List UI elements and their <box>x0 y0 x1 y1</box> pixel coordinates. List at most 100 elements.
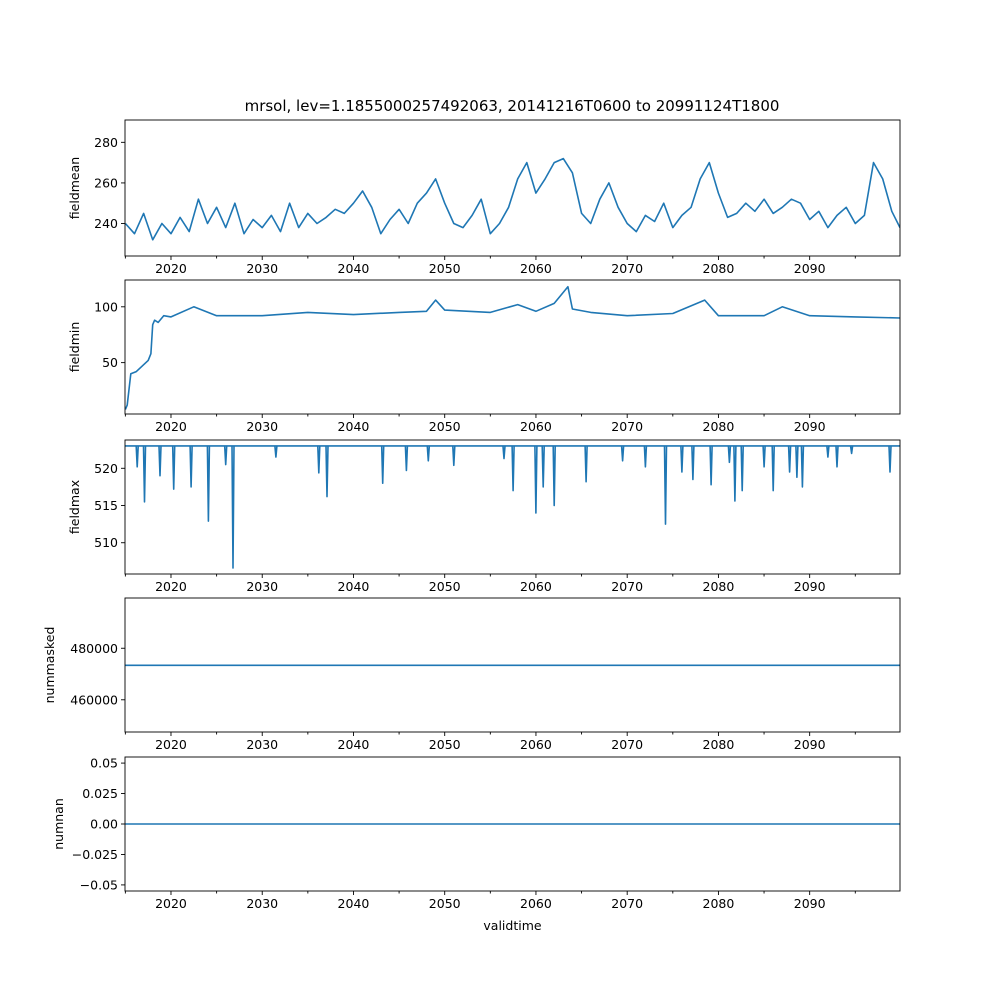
series-dip <box>584 445 588 483</box>
y-tick-label: 510 <box>94 535 118 550</box>
y-tick-label: 50 <box>102 355 118 370</box>
series-dip <box>189 445 193 488</box>
series-dip <box>663 445 668 525</box>
y-axis-label: fieldmax <box>67 480 82 534</box>
y-tick-label: 0.025 <box>82 786 118 801</box>
series-dip <box>380 445 385 485</box>
x-tick-label: 2080 <box>703 579 735 594</box>
series-line-fieldmin <box>125 285 900 410</box>
panels: 2020 2030 2040 2050 2060 2070 2080 2090 240 260 28… <box>42 119 901 933</box>
x-tick-label: 2040 <box>338 261 370 276</box>
x-tick-label: 2070 <box>611 737 643 752</box>
series-dip <box>800 445 805 488</box>
x-tick-label: 2070 <box>611 579 643 594</box>
series-line-fieldmean <box>125 157 900 241</box>
y-tick-label: 0.05 <box>90 756 118 771</box>
series-dip <box>502 445 506 460</box>
chart-title: mrsol, lev=1.1855000257492063, 20141216T… <box>245 97 780 115</box>
series-dip <box>709 445 713 486</box>
y-tick-label: −0.025 <box>72 847 118 862</box>
series-dip <box>274 445 278 458</box>
series-dip <box>826 445 830 458</box>
y-tick-label: 280 <box>94 135 118 150</box>
series-dip <box>404 445 409 472</box>
y-tick-label: 515 <box>94 498 118 513</box>
x-tick-label: 2040 <box>338 579 370 594</box>
panel-fieldmax: 2020 2030 2040 2050 2060 2070 2080 2090 510 515 52… <box>67 439 901 594</box>
series-dip <box>835 445 839 468</box>
series-dip <box>643 445 648 468</box>
y-axis-label: nummasked <box>42 627 57 704</box>
series-dip <box>552 445 556 507</box>
series-dip <box>223 445 228 466</box>
y-tick-label: 520 <box>94 461 118 476</box>
x-tick-label: 2040 <box>338 419 370 434</box>
x-tick-label: 2080 <box>703 419 735 434</box>
x-tick-label: 2070 <box>611 261 643 276</box>
series-dip <box>206 445 211 522</box>
axes-frame <box>124 597 901 733</box>
x-tick-label: 2050 <box>429 261 461 276</box>
y-tick-label: −0.05 <box>80 877 118 892</box>
x-tick-label: 2060 <box>520 896 552 911</box>
series-dip <box>541 445 545 488</box>
series-dip <box>142 445 147 503</box>
series-dip <box>317 445 321 474</box>
series-dip <box>620 445 625 462</box>
x-tick-label: 2090 <box>794 896 826 911</box>
x-tick-label: 2090 <box>794 579 826 594</box>
x-tick-label: 2060 <box>520 419 552 434</box>
x-tick-label: 2070 <box>611 419 643 434</box>
series-dip <box>171 445 176 490</box>
x-tick-label: 2020 <box>155 261 187 276</box>
x-tick-label: 2050 <box>429 579 461 594</box>
x-tick-label: 2030 <box>246 737 278 752</box>
y-tick-label: 260 <box>94 175 118 190</box>
y-tick-label: 240 <box>94 216 118 231</box>
x-tick-label: 2070 <box>611 896 643 911</box>
series-dip <box>511 445 515 492</box>
series-dip <box>771 445 775 492</box>
x-tick-label: 2050 <box>429 737 461 752</box>
y-axis-label: fieldmin <box>67 322 82 373</box>
series-dip <box>740 445 744 492</box>
panel-nummasked: 2020 2030 2040 2050 2060 2070 2080 2090 460000 48… <box>42 597 901 752</box>
series-dip <box>680 445 684 473</box>
series-dip <box>727 445 732 464</box>
panel-fieldmin: 2020 2030 2040 2050 2060 2070 2080 2090 50 100 fie… <box>67 279 901 434</box>
y-axis-label: numnan <box>51 798 66 850</box>
series-dip <box>158 445 162 477</box>
series-dip <box>733 445 737 502</box>
series-dip <box>534 445 538 514</box>
panel-numnan: 2020 2030 2040 2050 2060 2070 2080 2090 −0.05 −0.… <box>51 756 901 933</box>
series-dip <box>787 445 792 473</box>
y-tick-label: 460000 <box>70 692 118 707</box>
axes-frame <box>124 439 901 575</box>
x-tick-label: 2040 <box>338 737 370 752</box>
series-dip <box>795 445 799 479</box>
x-tick-label: 2090 <box>794 261 826 276</box>
series-dip <box>762 445 766 468</box>
x-tick-label: 2060 <box>520 261 552 276</box>
y-tick-label: 0.00 <box>90 817 118 832</box>
series-dip <box>135 445 139 468</box>
y-tick-label: 480000 <box>70 641 118 656</box>
x-tick-label: 2090 <box>794 737 826 752</box>
series-dip <box>426 445 431 462</box>
panel-fieldmean: 2020 2030 2040 2050 2060 2070 2080 2090 240 260 28… <box>67 119 901 276</box>
x-tick-label: 2080 <box>703 896 735 911</box>
x-tick-label: 2080 <box>703 737 735 752</box>
series-dip <box>452 445 456 467</box>
x-tick-label: 2050 <box>429 896 461 911</box>
x-tick-label: 2020 <box>155 419 187 434</box>
series-dip <box>888 445 892 473</box>
x-tick-label: 2030 <box>246 896 278 911</box>
x-tick-label: 2020 <box>155 896 187 911</box>
x-tick-label: 2090 <box>794 419 826 434</box>
x-tick-label: 2060 <box>520 579 552 594</box>
x-tick-label: 2030 <box>246 261 278 276</box>
x-tick-label: 2060 <box>520 737 552 752</box>
axes-frame <box>124 279 901 415</box>
